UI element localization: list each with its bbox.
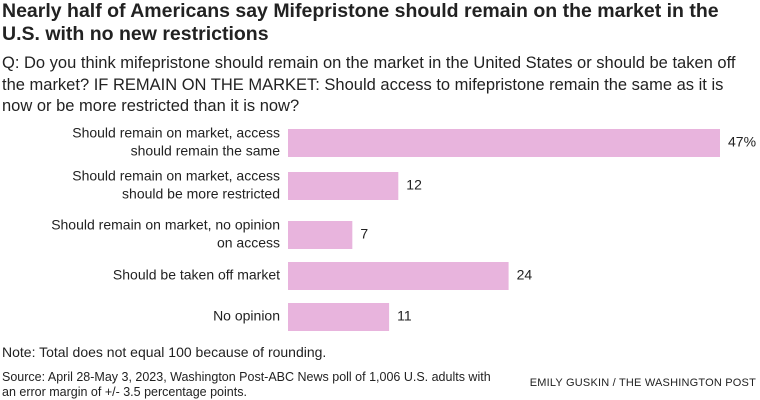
category-label: should remain the same [131,143,281,159]
value-label: 11 [397,308,412,324]
category-label: No opinion [213,308,280,324]
value-label: 7 [360,226,368,242]
value-label: 24 [517,267,533,283]
value-label: 12 [406,177,422,193]
value-label: 47% [728,134,756,150]
category-label: Should remain on market, access [72,168,280,184]
category-label: should be more restricted [122,186,280,202]
bar [288,172,399,200]
category-label: Should remain on market, no opinion [51,217,280,233]
note: Note: Total does not equal 100 because o… [2,344,327,360]
chart: Should remain on market, access should re… [51,125,756,331]
category-label: Should be taken off market [113,267,280,283]
bar [288,303,390,331]
source: Source: April 28-May 3, 2023, Washington… [2,370,491,399]
chart-title: Nearly half of Americans say Mifepriston… [2,0,719,45]
bar [288,262,509,290]
category-label: on access [217,235,280,251]
bar [288,129,720,157]
category-label: Should remain on market, access [72,125,280,141]
bar [288,221,353,249]
chart-subtitle: Q: Do you think mifepristone should rema… [2,54,736,115]
credit: EMILY GUSKIN / THE WASHINGTON POST [529,377,756,389]
